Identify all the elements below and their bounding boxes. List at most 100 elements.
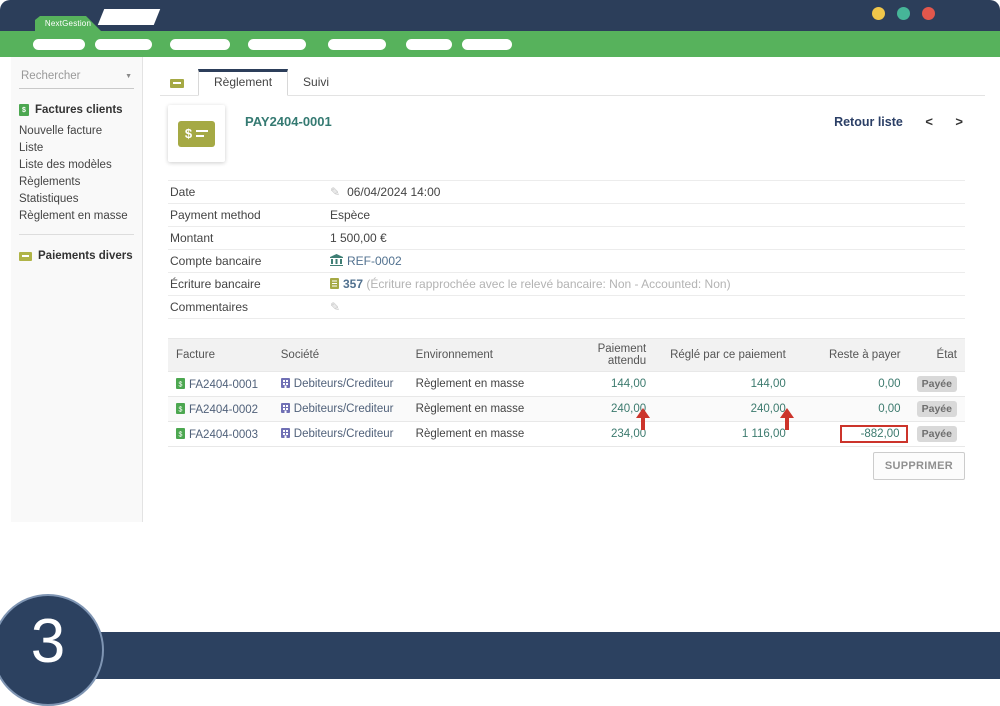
cash-icon: [19, 251, 32, 261]
company-link[interactable]: Debiteurs/Crediteur: [293, 428, 394, 440]
main-content: Règlement Suivi $ PAY2404-0001 Retour li…: [160, 57, 985, 597]
company-link[interactable]: Debiteurs/Crediteur: [293, 403, 394, 415]
sidebar-item-statistiques[interactable]: Statistiques: [19, 192, 79, 205]
bank-icon: [330, 254, 343, 266]
payment-ref-card: $: [168, 105, 225, 162]
status-badge: Payée: [916, 401, 957, 417]
detail-label: Montant: [170, 231, 214, 245]
invoices-table: Facture Société Environnement Paiement a…: [168, 338, 965, 447]
menu-item-placeholder[interactable]: [328, 39, 386, 50]
step-number-badge: 3: [0, 594, 104, 706]
sidebar-item-reglement-en-masse[interactable]: Règlement en masse: [19, 209, 128, 222]
status-badge: Payée: [916, 426, 957, 442]
detail-row-payment-method: Payment method Espèce: [168, 204, 965, 227]
date-value: 06/04/2024 14:00: [347, 185, 441, 199]
edit-pencil-icon[interactable]: ✎: [330, 185, 341, 199]
tab-suivi[interactable]: Suivi: [303, 75, 330, 89]
delete-button[interactable]: SUPPRIMER: [872, 452, 965, 480]
menu-item-placeholder[interactable]: [248, 39, 306, 50]
cash-icon: $: [178, 120, 215, 147]
sidebar-section-paiements-divers[interactable]: Paiements divers: [11, 250, 142, 262]
bank-account-link[interactable]: REF-0002: [347, 254, 402, 268]
col-environnement: Environnement: [407, 338, 550, 372]
edit-pencil-icon[interactable]: ✎: [330, 300, 341, 314]
sidebar-section-label: Paiements divers: [38, 250, 133, 262]
sidebar-item-nouvelle-facture[interactable]: Nouvelle facture: [19, 124, 103, 137]
svg-text:$: $: [179, 431, 183, 438]
paid-by-payment-cell: 144,00: [654, 371, 794, 397]
col-paiement-attendu: Paiement attendu: [549, 338, 655, 372]
ledger-icon: [330, 278, 339, 289]
expected-payment-cell: 144,00: [549, 371, 655, 397]
bank-entry-note: (Écriture rapprochée avec le relevé banc…: [366, 277, 731, 291]
bank-entry-link[interactable]: 357: [343, 277, 364, 291]
menu-item-placeholder[interactable]: [95, 39, 152, 50]
menu-item-placeholder[interactable]: [170, 39, 230, 50]
traffic-light[interactable]: [897, 7, 910, 20]
expected-payment-cell: 234,00: [549, 421, 655, 447]
col-etat: État: [908, 338, 965, 372]
chevron-down-icon: ▼: [125, 72, 132, 80]
invoice-icon: $: [176, 377, 185, 389]
col-regle-par-ce-paiement: Réglé par ce paiement: [654, 338, 794, 372]
sidebar-item-liste[interactable]: Liste: [19, 141, 44, 154]
environment-cell: Règlement en masse: [415, 378, 525, 390]
detail-label: Date: [170, 185, 196, 199]
currency-glyph: $: [184, 126, 193, 141]
environment-cell: Règlement en masse: [415, 428, 525, 440]
annotation-bottom-bar: [0, 632, 1000, 679]
sidebar-item-reglements[interactable]: Règlements: [19, 175, 81, 188]
menu-item-placeholder[interactable]: [33, 39, 85, 50]
payment-icon: [170, 79, 184, 88]
invoice-icon: $: [176, 402, 185, 414]
search-placeholder: Rechercher: [21, 70, 81, 82]
back-navigation: Retour liste < >: [834, 114, 963, 129]
company-icon: [280, 378, 290, 388]
annotation-arrow-icon: [779, 408, 795, 430]
paid-by-payment-cell: 1 116,00: [654, 421, 794, 447]
detail-row-date: Date ✎ 06/04/2024 14:00: [168, 180, 965, 204]
step-number: 3: [30, 607, 66, 676]
detail-label: Commentaires: [170, 300, 249, 314]
main-menu-bar: [0, 31, 1000, 57]
amount-value: 1 500,00 €: [330, 231, 387, 245]
detail-label: Payment method: [170, 208, 261, 222]
table-row: $ FA2404-0003 Debiteurs/Crediteur Règleme…: [168, 421, 965, 447]
brand-tab[interactable]: NextGestion: [35, 16, 101, 31]
header-tab-placeholder[interactable]: [97, 9, 161, 25]
col-reste-a-payer: Reste à payer: [793, 338, 909, 372]
svg-text:$: $: [179, 381, 183, 388]
traffic-light[interactable]: [872, 7, 885, 20]
invoice-link[interactable]: FA2404-0001: [189, 378, 259, 391]
sidebar: Rechercher ▼ $ Factures clients Nouvelle…: [11, 57, 143, 522]
search-input[interactable]: Rechercher ▼: [19, 70, 134, 89]
col-facture: Facture: [168, 338, 273, 372]
company-icon: [280, 428, 290, 438]
traffic-light[interactable]: [922, 7, 935, 20]
payment-method-value: Espèce: [330, 208, 371, 222]
company-link[interactable]: Debiteurs/Crediteur: [293, 378, 394, 390]
col-societe: Société: [272, 338, 408, 372]
sidebar-item-liste-des-modeles[interactable]: Liste des modèles: [19, 158, 112, 171]
table-header-row: Facture Société Environnement Paiement a…: [168, 338, 965, 372]
annotation-highlight-box: -882,00: [839, 425, 908, 443]
prev-record-button[interactable]: <: [925, 114, 933, 129]
invoice-icon: $: [176, 427, 185, 439]
annotation-arrow-icon: [635, 408, 651, 430]
brand-label: NextGestion: [44, 19, 92, 28]
menu-item-placeholder[interactable]: [406, 39, 452, 50]
detail-row-montant: Montant 1 500,00 €: [168, 227, 965, 250]
detail-row-compte-bancaire: Compte bancaire REF-0002: [168, 250, 965, 273]
back-to-list-link[interactable]: Retour liste: [834, 115, 903, 129]
menu-item-placeholder[interactable]: [462, 39, 512, 50]
remaining-cell: 0,00: [793, 371, 909, 397]
invoice-link[interactable]: FA2404-0002: [189, 403, 259, 416]
window-controls: [872, 7, 935, 20]
invoice-link[interactable]: FA2404-0003: [189, 428, 259, 441]
tab-reglement[interactable]: Règlement: [198, 69, 289, 96]
divider: [19, 234, 134, 235]
next-record-button[interactable]: >: [955, 114, 963, 129]
environment-cell: Règlement en masse: [415, 403, 525, 415]
sidebar-section-factures-clients[interactable]: $ Factures clients: [11, 104, 142, 116]
table-row: $ FA2404-0001 Debiteurs/Crediteur Règleme…: [168, 371, 965, 397]
